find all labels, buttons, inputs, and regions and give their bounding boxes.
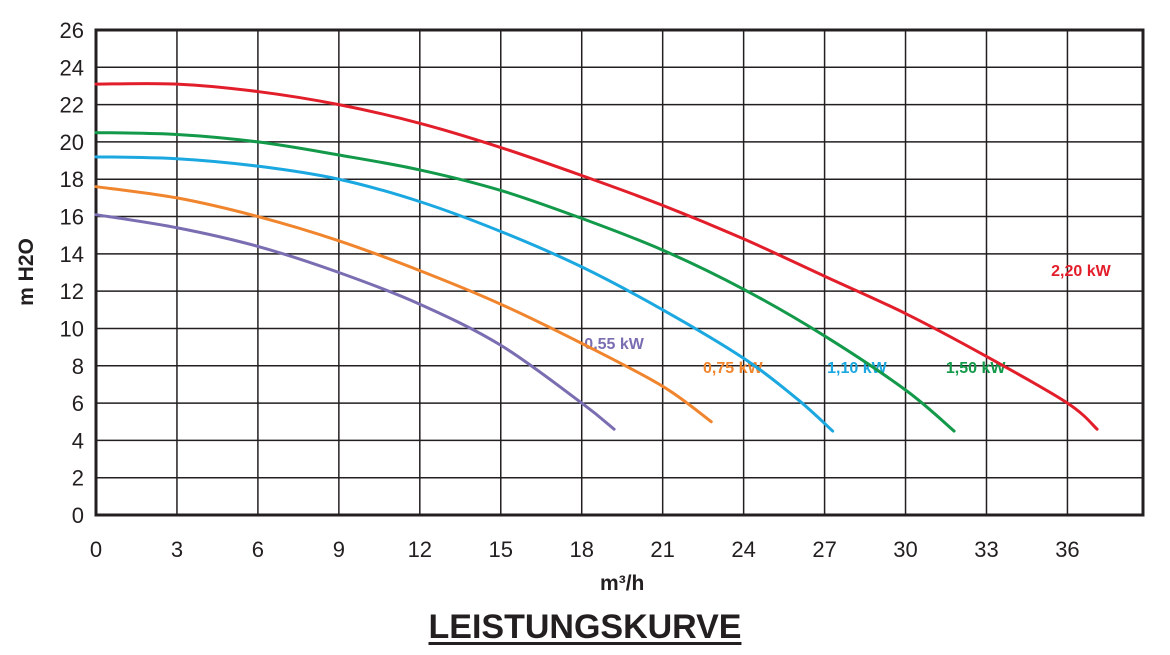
x-tick-label: 18 bbox=[569, 537, 593, 562]
series-label: 1,50 kW bbox=[946, 360, 1006, 377]
x-axis-label: m³/h bbox=[600, 572, 644, 595]
x-tick-label: 24 bbox=[731, 537, 755, 562]
x-tick-label: 0 bbox=[90, 537, 102, 562]
x-tick-label: 9 bbox=[333, 537, 345, 562]
x-tick-label: 21 bbox=[650, 537, 674, 562]
y-tick-label: 26 bbox=[60, 18, 84, 43]
series-label: 0,55 kW bbox=[584, 336, 644, 353]
series-label: 2,20 kW bbox=[1051, 263, 1111, 280]
series-line bbox=[94, 131, 956, 433]
x-tick-label: 27 bbox=[812, 537, 836, 562]
y-tick-label: 6 bbox=[72, 391, 84, 416]
series-label: 0,75 kW bbox=[703, 360, 763, 377]
y-tick-label: 18 bbox=[60, 167, 84, 192]
y-tick-label: 10 bbox=[60, 316, 84, 341]
x-tick-label: 36 bbox=[1055, 537, 1079, 562]
y-tick-label: 14 bbox=[60, 242, 84, 267]
x-tick-label: 6 bbox=[252, 537, 264, 562]
y-tick-label: 2 bbox=[72, 466, 84, 491]
x-tick-label: 3 bbox=[171, 537, 183, 562]
series-line bbox=[94, 213, 616, 431]
plot-border bbox=[94, 28, 1145, 517]
series-label: 1,10 kW bbox=[827, 360, 887, 377]
y-axis-label: m H2O bbox=[15, 238, 38, 306]
y-tick-label: 20 bbox=[60, 130, 84, 155]
y-tick-label: 8 bbox=[72, 354, 84, 379]
series-line bbox=[94, 155, 835, 433]
chart-title: LEISTUNGSKURVE bbox=[428, 608, 742, 646]
y-tick-label: 24 bbox=[60, 55, 84, 80]
series-line bbox=[94, 185, 713, 424]
series-line bbox=[94, 82, 1099, 431]
y-tick-label: 22 bbox=[60, 93, 84, 118]
y-tick-label: 0 bbox=[72, 503, 84, 528]
x-tick-label: 15 bbox=[489, 537, 513, 562]
y-tick-label: 12 bbox=[60, 279, 84, 304]
y-tick-label: 4 bbox=[72, 428, 84, 453]
x-tick-label: 12 bbox=[408, 537, 432, 562]
y-tick-label: 16 bbox=[60, 205, 84, 230]
x-tick-label: 33 bbox=[974, 537, 998, 562]
x-tick-label: 30 bbox=[893, 537, 917, 562]
